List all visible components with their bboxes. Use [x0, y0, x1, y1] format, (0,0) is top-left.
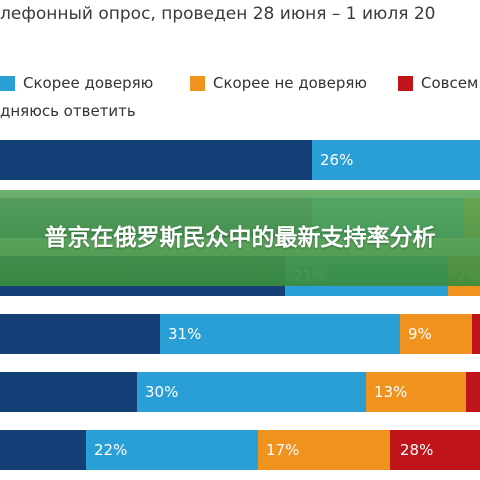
legend-swatch-distrust: [190, 75, 205, 91]
bar-row5-seg4: [466, 372, 480, 412]
bar-row6-seg3: [258, 430, 390, 470]
legend-row2-text: дняюсь ответить: [0, 102, 136, 120]
bar-row4-seg1: [0, 314, 160, 354]
bar-row1-seg1: [0, 140, 312, 180]
banner-title: 普京在俄罗斯民众中的最新支持率分析: [44, 225, 436, 251]
bar-row5-seg2: [137, 372, 366, 412]
bar-row6-seg1: [0, 430, 86, 470]
bar-row6-seg2: [86, 430, 258, 470]
data-label-row4-seg2: 31%: [168, 325, 201, 343]
data-label-row6-seg3: 17%: [266, 441, 299, 459]
bar-row1-seg2: [312, 140, 480, 180]
data-label-row1-seg2: 26%: [320, 151, 353, 169]
legend-label-distrust: Скорее не доверяю: [213, 74, 368, 92]
legend-swatch-full-distrust: [398, 75, 413, 91]
bar-row4-seg2: [160, 314, 400, 354]
title-banner: 普京在俄罗斯民众中的最新支持率分析: [0, 190, 480, 286]
legend-label-full-distrust: Совсем: [421, 74, 479, 92]
data-label-row6-seg4: 28%: [400, 441, 433, 459]
data-label-row6-seg2: 22%: [94, 441, 127, 459]
data-label-row4-seg3: 9%: [408, 325, 432, 343]
bar-row5-seg1: [0, 372, 137, 412]
legend-item-full-distrust: Совсем: [398, 74, 478, 92]
bar-row4-seg3: [400, 314, 472, 354]
legend-swatch-trust: [0, 75, 15, 91]
data-label-row5-seg3: 13%: [374, 383, 407, 401]
chart-subtitle: лефонный опрос, проведен 28 июня – 1 июл…: [0, 4, 436, 24]
bar-row6-seg4: [390, 430, 480, 470]
legend-item-distrust: Скорее не доверяю: [190, 74, 367, 92]
bar-row5-seg3: [366, 372, 466, 412]
bar-row4-seg4: [472, 314, 480, 354]
legend-item-trust: Скорее доверяю: [0, 74, 153, 92]
legend-label-trust: Скорее доверяю: [23, 74, 154, 92]
data-label-row5-seg2: 30%: [145, 383, 178, 401]
